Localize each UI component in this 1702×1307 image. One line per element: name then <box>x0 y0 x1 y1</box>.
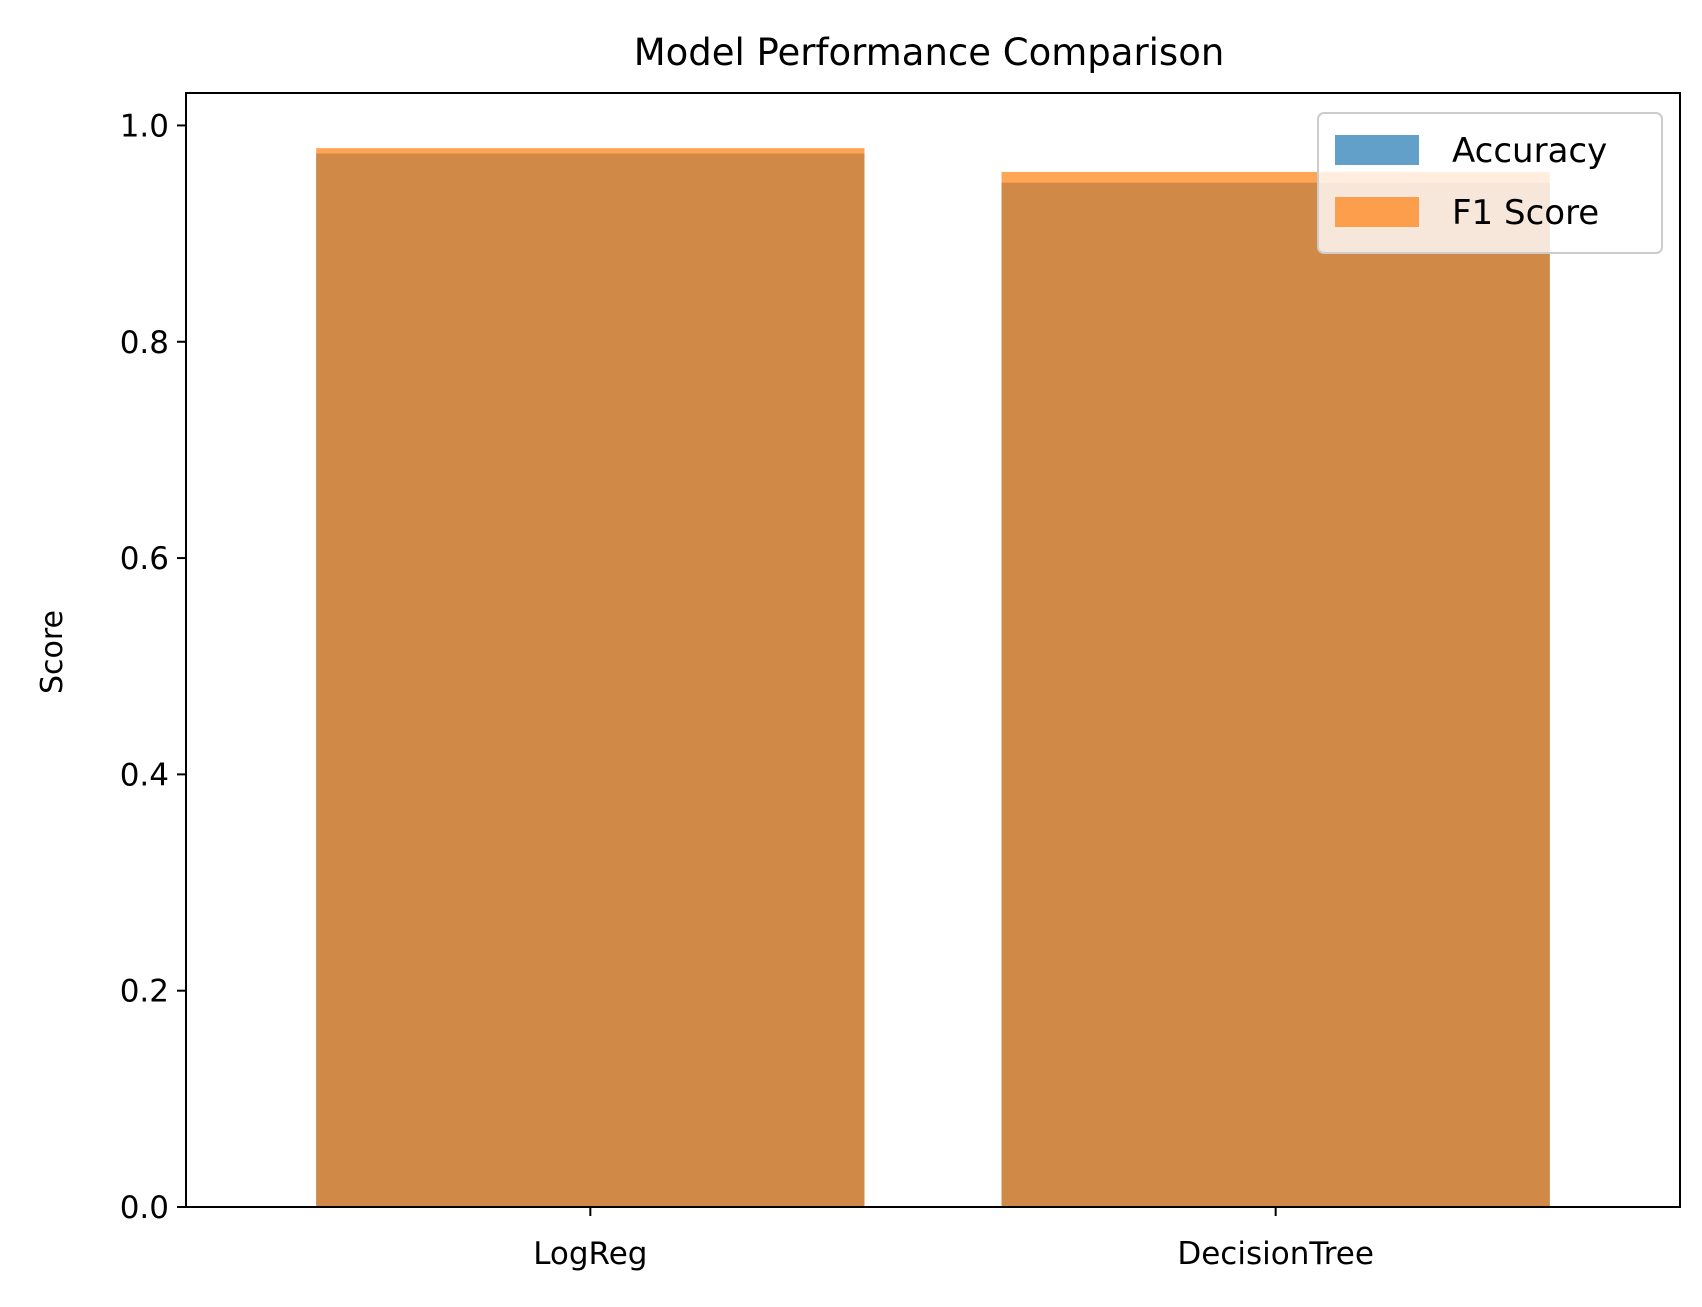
legend-swatch <box>1335 197 1419 227</box>
x-tick-label: DecisionTree <box>1177 1236 1374 1272</box>
x-tick-label: LogReg <box>533 1236 647 1272</box>
legend: Accuracy F1 Score <box>1317 112 1663 254</box>
legend-label: F1 Score <box>1452 193 1599 233</box>
y-tick-label: 0.2 <box>120 974 169 1010</box>
legend-swatch <box>1335 135 1419 165</box>
bar-f1-score-logreg <box>316 148 865 1208</box>
bar-f1-score-decisiontree <box>1001 171 1550 1208</box>
y-tick-label: 0.8 <box>120 325 169 361</box>
y-tick-label: 0.0 <box>120 1190 169 1226</box>
y-tick-label: 1.0 <box>120 108 169 144</box>
plot-frame <box>185 92 1681 1208</box>
legend-label: Accuracy <box>1452 131 1607 171</box>
y-tick-label: 0.6 <box>120 541 169 577</box>
chart-title: Model Performance Comparison <box>634 31 1225 74</box>
bars-layer <box>316 148 1550 1208</box>
axes-layer: 0.0 0.2 0.4 0.6 0.8 1.0 LogReg DecisionTree <box>120 92 1681 1272</box>
y-tick-label: 0.4 <box>120 757 169 793</box>
y-axis-label: Score <box>35 610 70 694</box>
